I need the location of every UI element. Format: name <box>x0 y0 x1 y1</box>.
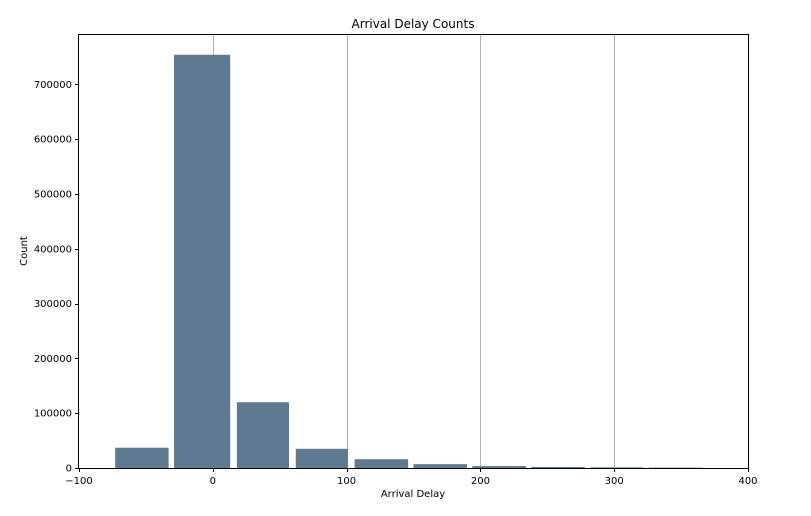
y-tick-label-7: 700000 <box>34 80 72 91</box>
histogram-bar-4 <box>355 459 409 468</box>
x-axis-label: Arrival Delay <box>381 489 445 500</box>
histogram-bar-8 <box>590 467 644 468</box>
y-axis-ticks: 0 100000 200000 300000 400000 500000 600000 700… <box>34 80 79 475</box>
y-axis-label: Count <box>19 236 30 266</box>
x-tick-label-4: 300 <box>605 476 624 487</box>
histogram-bar-2 <box>237 402 289 468</box>
y-tick-label-4: 400000 <box>34 244 72 255</box>
y-tick-label-5: 500000 <box>34 189 72 200</box>
y-tick-label-2: 200000 <box>34 354 72 365</box>
histogram-bar-1 <box>174 55 230 468</box>
histogram-bar-6 <box>472 466 526 468</box>
y-tick-label-3: 300000 <box>34 299 72 310</box>
y-tick-label-0: 0 <box>66 464 72 475</box>
histogram-bar-7 <box>531 467 585 468</box>
y-tick-label-6: 600000 <box>34 135 72 146</box>
x-tick-label-2: 100 <box>337 476 356 487</box>
x-axis-ticks: −100 0 100 200 300 400 <box>65 468 757 487</box>
histogram-bar-3 <box>296 449 348 468</box>
x-tick-label-1: 0 <box>210 476 216 487</box>
histogram-bar-5 <box>414 464 468 468</box>
x-tick-label-5: 400 <box>738 476 757 487</box>
histogram-bar-0 <box>115 448 169 468</box>
chart-title: Arrival Delay Counts <box>352 17 475 31</box>
x-tick-label-0: −100 <box>65 476 92 487</box>
y-tick-label-1: 100000 <box>34 409 72 420</box>
x-tick-label-3: 200 <box>471 476 490 487</box>
